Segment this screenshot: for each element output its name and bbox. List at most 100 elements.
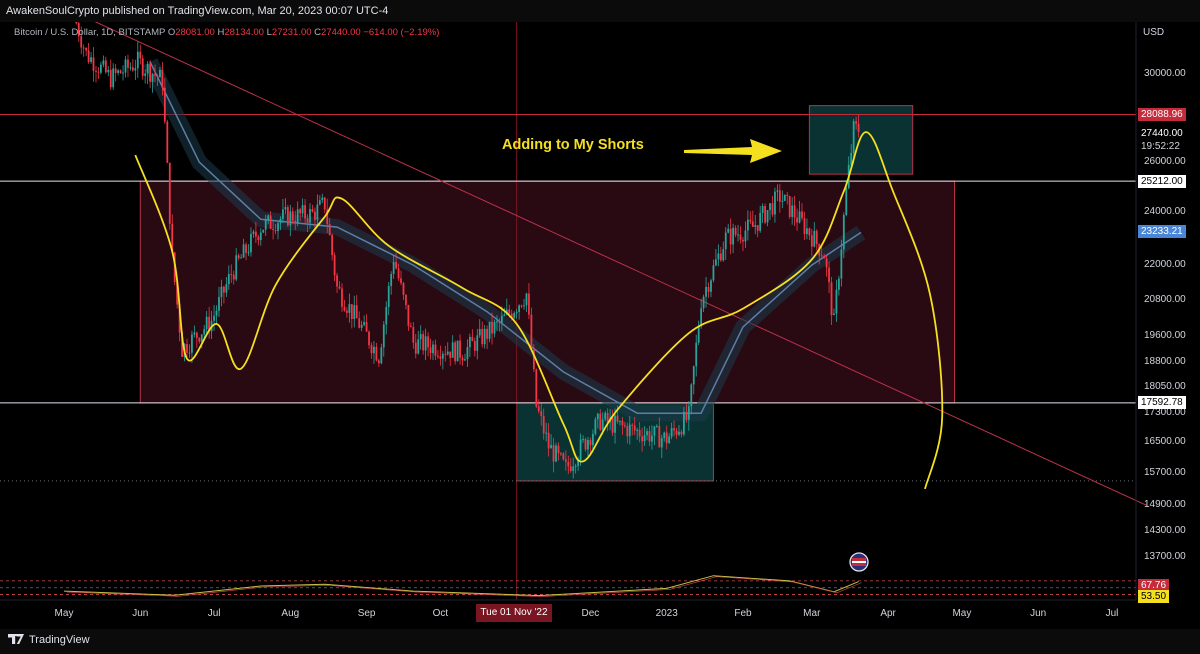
candle-body (331, 235, 334, 256)
price-tag-red: 28088.96 (1138, 108, 1186, 122)
time-tick-label: May (952, 608, 972, 619)
candle-body (85, 48, 88, 51)
price-tick-label: 18050.00 (1144, 381, 1186, 393)
candle-body (525, 293, 528, 306)
candle-body (195, 332, 198, 338)
candle-body (852, 121, 855, 153)
candle-body (348, 304, 351, 313)
candle-body (550, 445, 552, 449)
candle-body (166, 121, 169, 163)
candle-body (441, 353, 444, 359)
time-tick-label: Jun (132, 608, 149, 619)
candle-body (690, 384, 693, 407)
candle-body (417, 339, 420, 354)
candle-body (619, 420, 621, 422)
candle-body (286, 207, 289, 226)
cycle-curve-layer (134, 131, 944, 490)
candle-body (168, 162, 171, 224)
candle-body (117, 70, 120, 73)
candle-body (247, 252, 250, 254)
candle-body (380, 347, 383, 364)
candle-body (759, 212, 762, 231)
candle-body (850, 152, 853, 165)
candle-body (663, 432, 666, 439)
trendline (81, 14, 1147, 506)
candle-body (225, 284, 228, 293)
candle-body (326, 209, 329, 224)
rsi-pane (0, 575, 1136, 597)
candle-body (176, 282, 179, 305)
candle-body (820, 255, 823, 257)
candle-body (823, 255, 826, 259)
time-tick-label: Dec (581, 608, 600, 619)
candle-body (395, 262, 397, 269)
candle-body (754, 225, 757, 227)
candle-body (788, 195, 791, 217)
candle-body (771, 203, 774, 215)
candle-body (769, 203, 771, 211)
candle-body (358, 318, 361, 328)
candle-body (830, 282, 833, 315)
candle-body (555, 445, 557, 462)
candle-body (478, 328, 481, 336)
candle-body (346, 310, 348, 313)
candle-body (582, 439, 584, 441)
candle-body (547, 432, 550, 449)
candle-body (454, 342, 457, 362)
candle-body (715, 259, 717, 266)
candle-body (638, 429, 641, 437)
candle-body (112, 68, 115, 88)
tradingview-logo[interactable]: TradingView (8, 634, 90, 646)
low-value: 27231.00 (271, 27, 312, 38)
candle-body (658, 426, 661, 448)
candle-body (491, 321, 493, 334)
candle-body (402, 282, 405, 295)
candle-body (360, 324, 363, 328)
candle-body (365, 322, 368, 332)
candle-body (282, 209, 284, 219)
candle-body (542, 415, 545, 434)
candle-body (838, 278, 840, 290)
price-tick-label: 14300.00 (1144, 524, 1186, 536)
candle-body (321, 197, 324, 201)
candle-body (350, 304, 353, 320)
flag-icon[interactable] (849, 552, 869, 572)
rsi-line (63, 575, 859, 597)
symbol-name: Bitcoin / U.S. Dollar, 1D, BITSTAMP (14, 27, 166, 38)
price-levels-layer (0, 114, 1136, 404)
candle-body (154, 74, 156, 76)
candle-body (572, 466, 575, 471)
candle-body (707, 287, 710, 292)
open-label: O (167, 27, 176, 38)
candle-body (419, 334, 422, 340)
candle-body (700, 308, 703, 327)
candle-body (304, 205, 306, 219)
candle-body (242, 244, 245, 258)
candle-body (97, 71, 100, 73)
candle-body (498, 321, 501, 323)
candle-body (400, 278, 402, 283)
candle-body (245, 244, 247, 253)
candle-body (510, 313, 513, 318)
moving-average-line (149, 61, 862, 414)
candle-body (648, 431, 651, 442)
candle-body (833, 313, 835, 315)
candle-body (643, 435, 646, 442)
candle-body (171, 223, 174, 253)
candle-body (604, 412, 607, 420)
candle-body (810, 235, 813, 247)
candle-body (92, 57, 95, 71)
candle-body (855, 121, 858, 124)
candle-body (523, 305, 525, 307)
candle-body (528, 293, 530, 315)
candle-body (464, 359, 466, 361)
candle-body (254, 231, 257, 237)
candle-body (188, 352, 191, 354)
candle-body (353, 305, 356, 320)
symbol-legend[interactable]: Bitcoin / U.S. Dollar, 1D, BITSTAMP O280… (14, 27, 439, 38)
candle-body (471, 336, 474, 342)
candle-body (515, 311, 518, 314)
candle-body (476, 335, 479, 351)
candle-body (294, 220, 297, 224)
